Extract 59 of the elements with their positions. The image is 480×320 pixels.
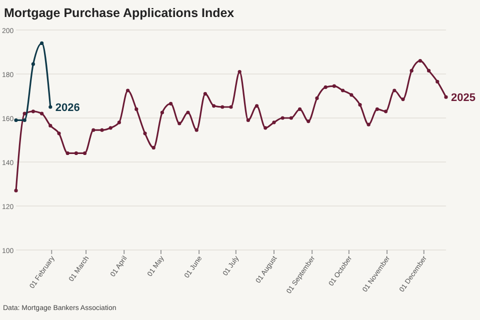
point [410, 68, 414, 72]
point [220, 105, 224, 109]
point [203, 92, 207, 96]
point [289, 116, 293, 120]
point [392, 88, 396, 92]
point [14, 118, 18, 122]
series-label: 2026 [55, 102, 80, 114]
point [117, 120, 121, 124]
point [341, 88, 345, 92]
point [238, 70, 242, 74]
point [31, 110, 35, 114]
point [427, 68, 431, 72]
point [100, 128, 104, 132]
point [92, 128, 96, 132]
point [66, 151, 70, 155]
point [22, 118, 26, 122]
point [366, 122, 370, 126]
point [401, 98, 405, 102]
point [246, 118, 250, 122]
point [108, 126, 112, 130]
point [186, 110, 190, 114]
point [255, 104, 259, 108]
point [194, 128, 198, 132]
chart-title: Mortgage Purchase Applications Index [4, 6, 234, 20]
point [280, 116, 284, 120]
point [57, 132, 61, 136]
point [14, 188, 18, 192]
point [298, 107, 302, 111]
point [134, 107, 138, 111]
point [324, 85, 328, 89]
point [315, 96, 319, 100]
point [40, 112, 44, 116]
point [264, 126, 268, 130]
point [375, 107, 379, 111]
point [126, 88, 130, 92]
point [40, 41, 44, 45]
point [143, 132, 147, 136]
point [31, 62, 35, 66]
point [22, 112, 26, 116]
point [384, 110, 388, 114]
point [160, 110, 164, 114]
point [83, 151, 87, 155]
point [436, 80, 440, 84]
point [350, 93, 354, 97]
point [272, 120, 276, 124]
point [444, 95, 448, 99]
point [48, 105, 52, 109]
point [306, 120, 310, 124]
point [48, 124, 52, 128]
point [178, 122, 182, 126]
point [358, 103, 362, 107]
point [212, 104, 216, 108]
point [229, 105, 233, 109]
point [74, 151, 78, 155]
point [418, 59, 422, 63]
point [152, 146, 156, 150]
point [169, 102, 173, 106]
point [332, 84, 336, 88]
series-label: 2025 [451, 92, 476, 104]
